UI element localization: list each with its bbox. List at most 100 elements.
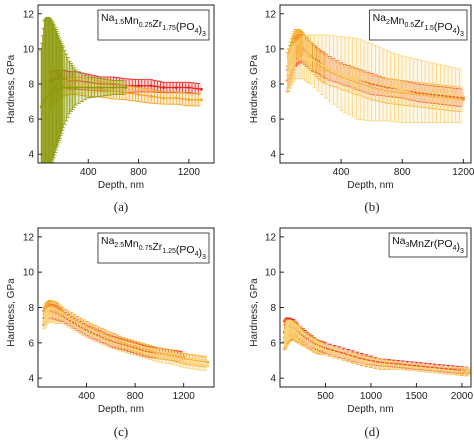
data-point xyxy=(48,313,52,316)
composition-title-box xyxy=(97,232,210,264)
data-point xyxy=(60,316,64,320)
x-tick-label: 800 xyxy=(394,167,411,178)
y-axis-label: Hardness, GPa xyxy=(6,54,17,123)
data-point xyxy=(46,94,49,98)
composition-title-box xyxy=(388,232,468,258)
data-point xyxy=(99,86,103,89)
y-tick-label: 4 xyxy=(28,374,34,385)
x-axis-label: Depth, nm xyxy=(347,404,393,415)
data-point xyxy=(182,360,186,364)
y-tick-label: 10 xyxy=(265,268,277,279)
data-point xyxy=(342,353,346,357)
composition-title-box xyxy=(369,9,468,41)
x-tick-label: 1200 xyxy=(452,167,474,178)
data-point xyxy=(49,91,52,95)
x-tick-label: 400 xyxy=(80,167,97,178)
data-point xyxy=(431,91,435,95)
y-tick-label: 4 xyxy=(28,150,34,161)
y-tick-label: 12 xyxy=(265,9,277,20)
data-point xyxy=(416,89,419,93)
data-point xyxy=(296,332,300,336)
data-point xyxy=(137,84,140,88)
data-point xyxy=(461,94,465,98)
data-point xyxy=(124,91,128,95)
data-point xyxy=(309,58,312,61)
data-point xyxy=(157,355,161,359)
y-axis-label: Hardness, GPa xyxy=(6,278,17,347)
y-tick-label: 8 xyxy=(28,303,34,314)
series-group-d xyxy=(282,317,471,377)
y-tick-label: 10 xyxy=(23,44,35,55)
data-point xyxy=(174,96,178,100)
data-point xyxy=(314,344,318,348)
panel-caption: (d) xyxy=(364,424,379,439)
data-point xyxy=(324,65,328,68)
data-point xyxy=(54,314,58,318)
x-tick-label: 1200 xyxy=(178,167,201,178)
data-point xyxy=(55,87,59,91)
data-point xyxy=(415,366,418,369)
data-point xyxy=(206,364,210,368)
data-point xyxy=(378,362,382,366)
x-tick-label: 1000 xyxy=(360,391,383,402)
composition-title: Na2.5Mn0.75Zr1.25(PO4)3 xyxy=(101,235,206,261)
panel-caption: (b) xyxy=(364,199,379,214)
data-point xyxy=(45,314,49,318)
y-tick-label: 8 xyxy=(270,80,276,91)
x-tick-label: 1200 xyxy=(173,391,196,402)
data-point xyxy=(162,96,166,100)
data-point xyxy=(400,87,404,91)
data-point xyxy=(305,339,309,343)
x-tick-label: 800 xyxy=(130,167,147,178)
data-point xyxy=(109,341,113,345)
data-point xyxy=(124,86,128,89)
data-point xyxy=(112,86,115,89)
y-tick-label: 12 xyxy=(265,232,277,243)
data-point xyxy=(42,320,46,324)
panel-b: 4 6 8 10 12 400 800 1200 Depth, nm Hardness, GPa N… xyxy=(249,4,474,214)
series-a-3 xyxy=(39,16,128,163)
error-band xyxy=(287,34,464,107)
data-point xyxy=(61,86,65,89)
y-axis-label: Hardness, GPa xyxy=(249,278,260,347)
y-axis-label: Hardness, GPa xyxy=(249,54,260,123)
data-point xyxy=(137,93,140,96)
data-point xyxy=(85,330,88,334)
data-point xyxy=(187,86,191,89)
data-point xyxy=(285,330,289,334)
panel-c: 4 6 8 10 12 400 800 1200 Depth, nm Hardness, GPa N… xyxy=(6,227,215,439)
data-point xyxy=(97,336,101,339)
data-point xyxy=(42,98,46,102)
data-point xyxy=(145,352,149,355)
y-tick-label: 4 xyxy=(270,374,276,385)
data-point xyxy=(461,98,465,102)
x-tick-label: 500 xyxy=(317,391,334,402)
data-point xyxy=(86,86,90,89)
data-point xyxy=(370,80,374,84)
composition-title: Na3MnZr(PO4)3 xyxy=(392,235,464,255)
data-point xyxy=(121,344,125,348)
data-point xyxy=(133,348,137,352)
x-axis-label: Depth, nm xyxy=(98,180,144,191)
y-tick-label: 8 xyxy=(28,80,34,91)
series-d-2 xyxy=(282,319,471,376)
composition-title-box xyxy=(97,9,210,41)
data-point xyxy=(170,357,173,361)
panel-a: 4 6 8 10 12 400 800 1200 Depth, nm Hardness, GPa N… xyxy=(6,4,215,214)
data-point xyxy=(283,337,286,341)
series-c-2 xyxy=(42,307,210,372)
composition-title: Na2Mn0.5Zr1.5(PO4)3 xyxy=(373,12,464,38)
y-tick-label: 10 xyxy=(23,268,35,279)
data-point xyxy=(446,93,450,96)
y-tick-label: 6 xyxy=(270,338,276,349)
data-point xyxy=(293,59,297,63)
series-group-a xyxy=(39,16,203,163)
y-tick-label: 4 xyxy=(270,150,276,161)
series-group-c xyxy=(42,300,210,372)
y-tick-label: 12 xyxy=(23,232,35,243)
data-point xyxy=(58,87,62,91)
data-point xyxy=(355,77,358,81)
data-point xyxy=(187,98,191,102)
x-tick-label: 2000 xyxy=(451,391,474,402)
